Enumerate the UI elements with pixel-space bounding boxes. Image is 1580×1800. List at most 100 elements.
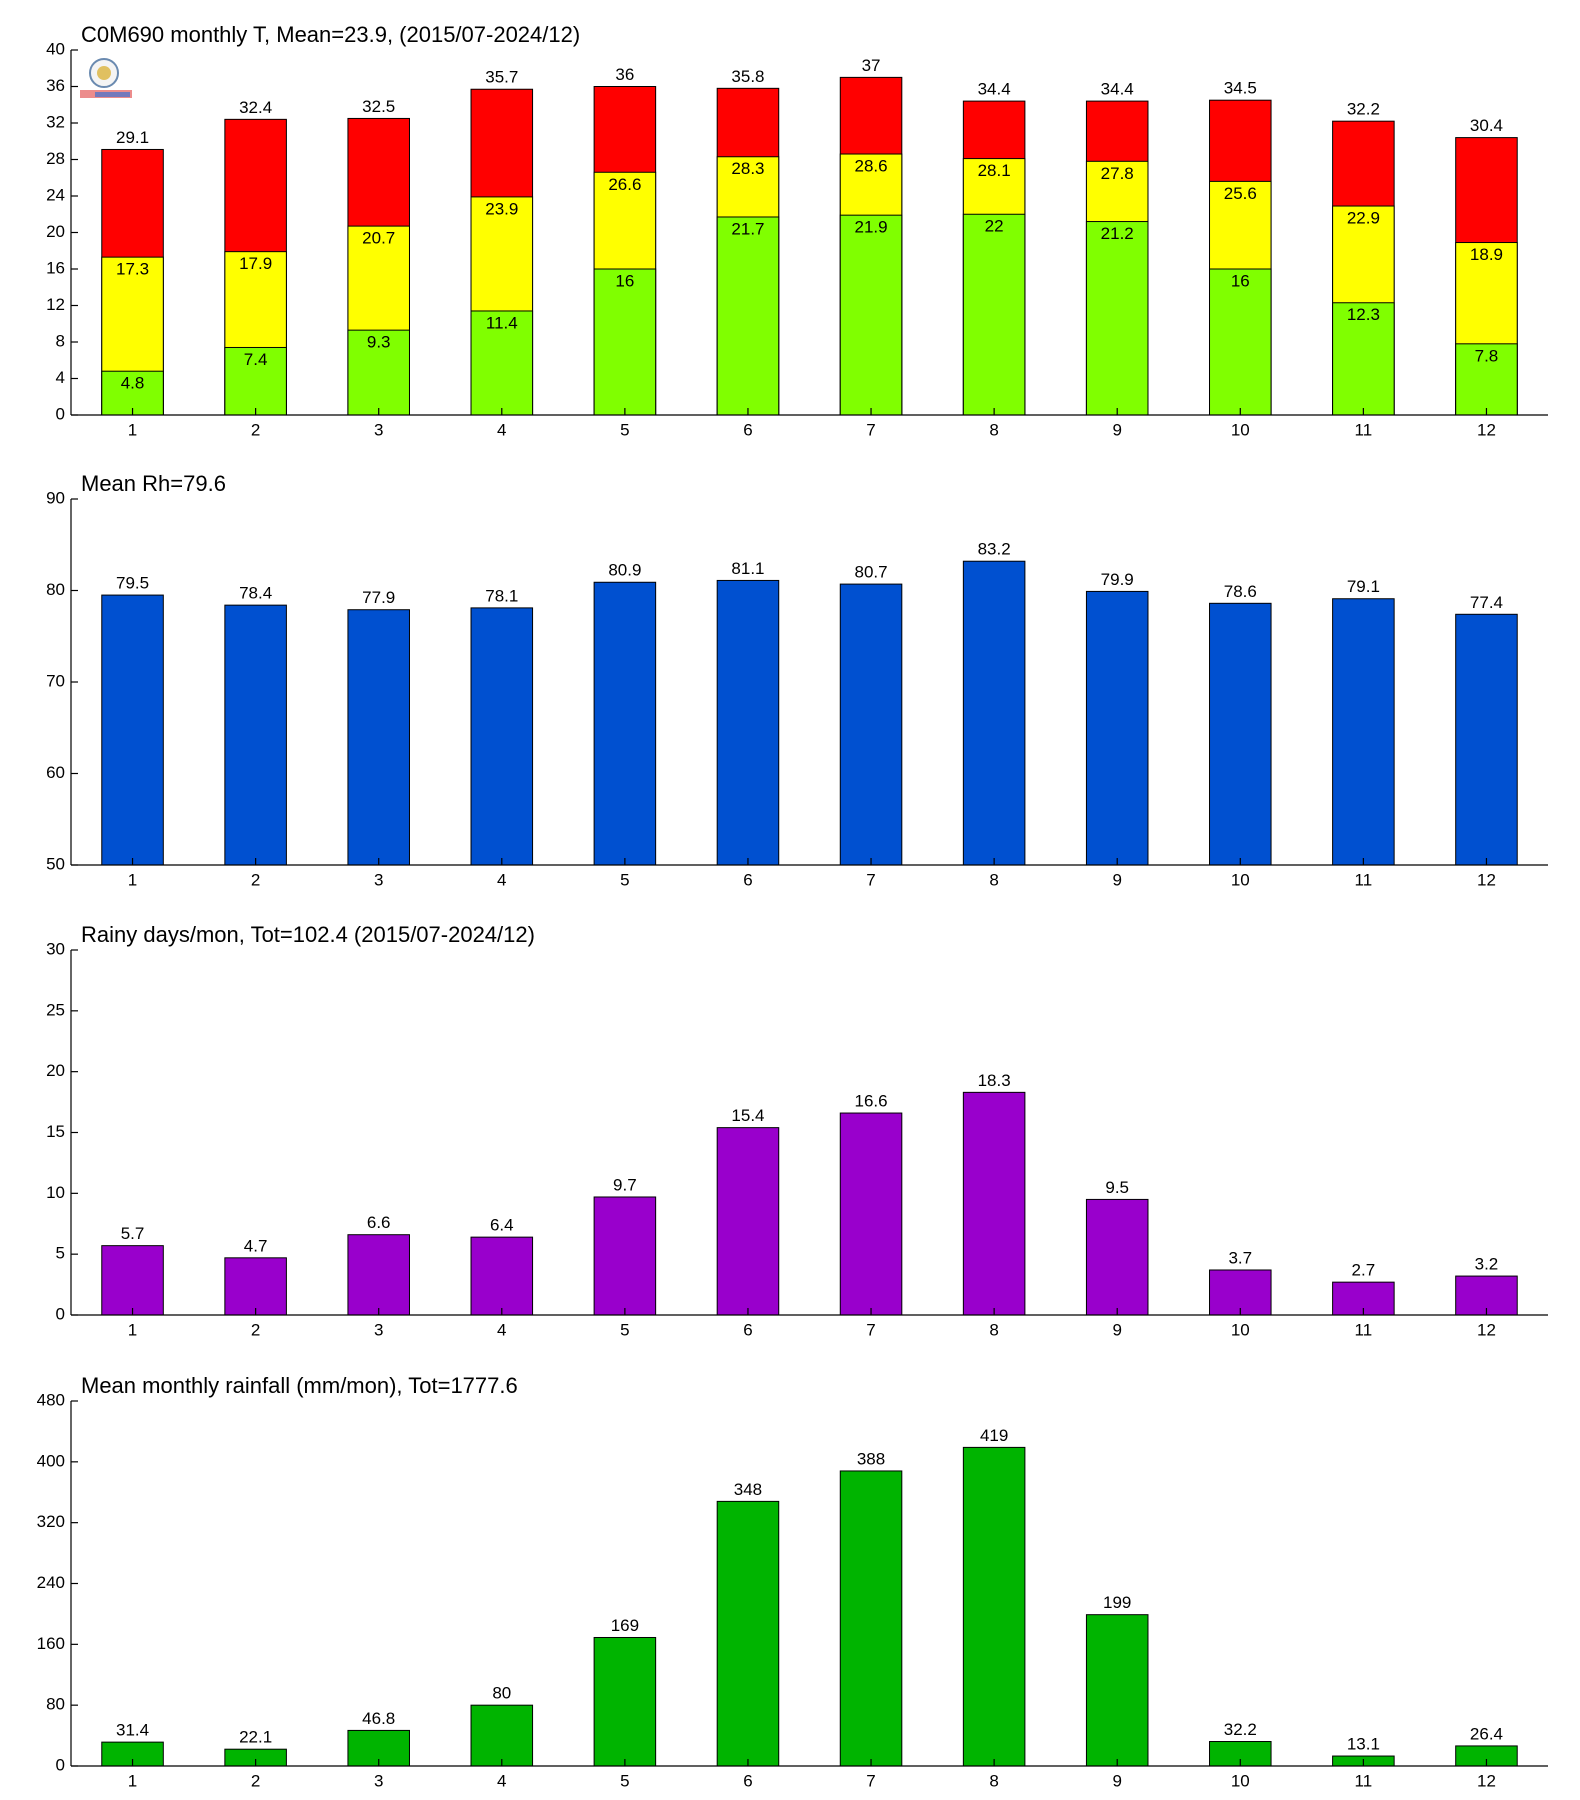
value-label: 388 <box>857 1449 885 1468</box>
y-tick-label: 0 <box>56 404 65 423</box>
x-tick-label: 11 <box>1355 1771 1373 1790</box>
bar <box>470 1236 534 1316</box>
value-label: 26.4 <box>1470 1724 1503 1743</box>
bar <box>593 1636 657 1767</box>
x-tick-label: 8 <box>989 1320 998 1339</box>
x-tick-label: 5 <box>620 1320 629 1339</box>
x-tick-label: 10 <box>1231 1320 1250 1339</box>
x-tick-label: 2 <box>251 1771 260 1790</box>
bar <box>1332 302 1395 416</box>
value-label: 83.2 <box>978 540 1011 559</box>
value-label: 35.8 <box>731 67 764 86</box>
y-tick-label: 0 <box>56 1304 65 1323</box>
y-tick-label: 0 <box>56 1755 65 1774</box>
bar <box>716 1127 780 1316</box>
x-tick-label: 12 <box>1477 420 1496 439</box>
value-label: 18.9 <box>1470 245 1503 264</box>
x-tick-label: 8 <box>989 870 998 889</box>
bar <box>347 1234 410 1316</box>
value-label: 16 <box>1231 271 1250 290</box>
x-tick-label: 12 <box>1477 870 1496 889</box>
bar <box>347 329 410 416</box>
y-tick-label: 240 <box>37 1573 65 1592</box>
value-label: 20.7 <box>362 229 395 248</box>
y-tick-label: 36 <box>46 76 65 95</box>
bar <box>593 581 657 866</box>
y-tick-label: 5 <box>56 1244 65 1263</box>
value-label: 21.7 <box>731 219 764 238</box>
bar <box>224 1257 287 1316</box>
value-label: 32.5 <box>362 97 395 116</box>
x-tick-label: 12 <box>1477 1320 1496 1339</box>
value-label: 30.4 <box>1470 116 1503 135</box>
y-tick-label: 32 <box>46 112 65 131</box>
x-tick-label: 9 <box>1112 1320 1121 1339</box>
bar <box>1209 1269 1272 1316</box>
value-label: 29.1 <box>116 128 149 147</box>
chart-title: Mean Rh=79.6 <box>81 471 226 496</box>
chart-title: C0M690 monthly T, Mean=23.9, (2015/07-20… <box>81 22 580 47</box>
value-label: 17.3 <box>116 260 149 279</box>
value-label: 78.4 <box>239 584 272 603</box>
value-label: 32.2 <box>1347 100 1380 119</box>
y-tick-label: 320 <box>37 1512 65 1531</box>
value-label: 16 <box>615 271 634 290</box>
bar <box>101 594 164 866</box>
x-tick-label: 11 <box>1355 420 1373 439</box>
chart-title: Mean monthly rainfall (mm/mon), Tot=1777… <box>81 1373 518 1398</box>
bar <box>716 579 780 866</box>
bar <box>1085 1198 1149 1316</box>
x-tick-label: 3 <box>374 1771 383 1790</box>
value-label: 32.4 <box>239 98 272 117</box>
bar <box>593 1196 657 1316</box>
x-tick-label: 1 <box>128 420 137 439</box>
value-label: 169 <box>611 1616 639 1635</box>
bar <box>839 583 903 866</box>
value-label: 17.9 <box>239 254 272 273</box>
y-tick-label: 160 <box>37 1634 65 1653</box>
bar <box>716 216 780 416</box>
value-label: 419 <box>980 1426 1008 1445</box>
x-tick-label: 5 <box>620 1771 629 1790</box>
value-label: 4.8 <box>121 374 145 393</box>
y-tick-label: 20 <box>46 222 65 241</box>
value-label: 78.1 <box>485 586 518 605</box>
x-tick-label: 2 <box>251 1320 260 1339</box>
x-tick-label: 8 <box>989 1771 998 1790</box>
x-tick-label: 5 <box>620 870 629 889</box>
value-label: 23.9 <box>485 199 518 218</box>
x-tick-label: 1 <box>128 870 137 889</box>
value-label: 4.7 <box>244 1236 268 1255</box>
x-tick-label: 6 <box>743 1771 752 1790</box>
value-label: 77.4 <box>1470 593 1503 612</box>
value-label: 80.7 <box>854 563 887 582</box>
value-label: 11.4 <box>486 313 518 332</box>
value-label: 26.6 <box>608 175 641 194</box>
value-label: 34.4 <box>978 80 1011 99</box>
bar <box>1209 268 1272 416</box>
x-tick-label: 7 <box>866 1320 875 1339</box>
y-tick-label: 16 <box>46 258 65 277</box>
value-label: 77.9 <box>362 588 395 607</box>
x-tick-label: 8 <box>989 420 998 439</box>
value-label: 6.4 <box>490 1216 514 1235</box>
y-tick-label: 40 <box>46 39 65 58</box>
bar <box>470 1704 534 1767</box>
value-label: 34.5 <box>1224 79 1257 98</box>
value-label: 15.4 <box>731 1106 764 1125</box>
value-label: 36 <box>615 65 634 84</box>
y-tick-label: 80 <box>46 1695 65 1714</box>
value-label: 28.3 <box>731 159 764 178</box>
bar <box>839 1112 903 1316</box>
bar <box>224 346 287 416</box>
bar <box>224 604 287 866</box>
x-tick-label: 6 <box>743 870 752 889</box>
x-tick-label: 7 <box>866 870 875 889</box>
value-label: 37 <box>862 56 881 75</box>
x-tick-label: 3 <box>374 870 383 889</box>
value-label: 9.3 <box>367 333 391 352</box>
bar <box>1332 598 1395 866</box>
x-tick-label: 3 <box>374 420 383 439</box>
x-tick-label: 10 <box>1231 1771 1250 1790</box>
